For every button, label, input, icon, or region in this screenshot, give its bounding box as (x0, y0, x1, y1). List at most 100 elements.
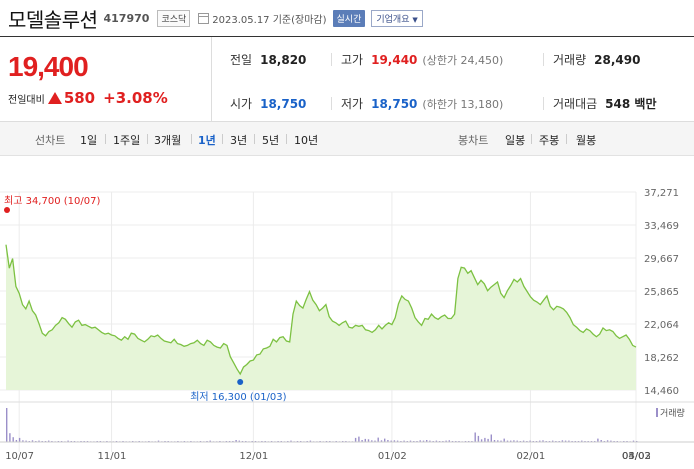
x-tick-label: 03/02 (622, 451, 651, 462)
volume-bar (422, 440, 425, 442)
volume-bar (309, 440, 312, 442)
volume-bar (552, 440, 554, 442)
volume-bar (503, 438, 505, 442)
volume-bar (67, 440, 69, 442)
volume-bar (506, 440, 509, 442)
period-1w[interactable]: 1주일 (113, 134, 141, 147)
volume-bar (48, 440, 50, 442)
base-date: 2023.05.17 기준(장마감) (212, 14, 327, 26)
volume-bar (209, 440, 211, 442)
volume-bar (361, 440, 363, 442)
volume-bar (510, 440, 512, 442)
y-tick-label: 37,271 (644, 188, 679, 199)
realtime-button[interactable]: 실시간 (332, 9, 366, 27)
stock-name[interactable]: 모델솔루션 (8, 7, 98, 32)
company-info-button[interactable]: 기업개요 ▼ (371, 9, 423, 27)
x-tick-label: 04/03 (622, 451, 651, 462)
volume-bar (539, 440, 541, 442)
price-area-fill (6, 244, 636, 390)
volume-bar (364, 438, 366, 442)
divider (531, 134, 532, 144)
stock-header: 모델솔루션 417970 코스닥 2023.05.17 기준(장마감) 실시간 … (0, 0, 694, 36)
period-1d[interactable]: 1일 (80, 134, 98, 147)
volume-bar (487, 438, 489, 442)
stat-label: 고가 (341, 53, 364, 67)
low-annotation: 최저 16,300 (01/03) (190, 391, 286, 403)
volume-bar (500, 440, 502, 442)
upper-limit: (상한가 24,450) (422, 54, 504, 67)
volume-bar (25, 440, 27, 442)
period-5y[interactable]: 5년 (262, 134, 280, 147)
price-chart-svg: 37,271 33,469 29,667 25,865 22,064 18,262 14,4… (0, 188, 694, 462)
current-price-box: 19,400 전일대비 580 +3.08% (0, 37, 212, 123)
divider (566, 134, 567, 144)
price-line (5, 244, 637, 376)
stat-label: 거래대금 (553, 97, 598, 111)
stat-label: 거래량 (553, 53, 587, 67)
volume-bar (235, 440, 237, 442)
volume-legend-swatch (656, 408, 658, 417)
candle-daily[interactable]: 일봉 (505, 134, 526, 147)
period-3m[interactable]: 3개월 (154, 134, 182, 147)
volume-bar (377, 437, 379, 442)
price-panel: 19,400 전일대비 580 +3.08% 전일 18,820 고가 19,4… (0, 36, 694, 123)
stat-prev-close: 전일 18,820 (230, 51, 306, 68)
volume-bar (490, 434, 492, 442)
volume-bar (238, 440, 240, 442)
divider (286, 134, 287, 144)
stat-value: 18,820 (260, 53, 307, 67)
volume-bar (6, 408, 8, 442)
stat-high: 고가 19,440 (상한가 24,450) (341, 51, 503, 68)
volume-bar (419, 440, 421, 442)
period-3y[interactable]: 3년 (230, 134, 248, 147)
volume-bar (610, 440, 612, 442)
volume-bar (371, 440, 373, 442)
volume-bar (22, 440, 24, 442)
stat-value: 19,440 (371, 53, 418, 67)
volume-bar (529, 440, 531, 442)
volume-bar (15, 440, 18, 442)
lower-limit: (하한가 13,180) (422, 98, 504, 111)
high-marker (4, 207, 10, 213)
up-triangle-icon (47, 92, 62, 104)
price-chart[interactable]: 37,271 33,469 29,667 25,865 22,064 18,262 14,4… (0, 180, 694, 469)
period-selector-bar: 선차트 1일 1주일 3개월 1년 3년 5년 10년 봉차트 일봉 주봉 월봉 (0, 122, 694, 156)
candle-monthly[interactable]: 월봉 (576, 134, 597, 147)
period-10y[interactable]: 10년 (294, 134, 319, 147)
x-tick-label: 02/01 (516, 451, 545, 462)
volume-bar (445, 440, 447, 442)
divider (331, 97, 332, 110)
divider (331, 53, 332, 66)
volume-bar (367, 439, 370, 442)
y-tick-label: 29,667 (644, 254, 679, 265)
volume-bar (403, 440, 405, 442)
divider (191, 134, 192, 144)
divider (254, 134, 255, 144)
volume-bar (358, 436, 360, 442)
volume-bar (581, 440, 583, 442)
y-tick-label: 33,469 (644, 221, 679, 232)
divider (222, 134, 223, 144)
market-badge: 코스닥 (157, 9, 191, 27)
volume-bar (597, 438, 599, 442)
volume-bar (522, 440, 525, 442)
current-price: 19,400 (8, 51, 89, 82)
divider (543, 53, 544, 66)
change-percent: +3.08% (103, 89, 168, 107)
caret-down-icon: ▼ (412, 15, 418, 24)
stat-value: 548 백만 (605, 97, 657, 111)
x-tick-label: 12/01 (239, 451, 268, 462)
period-1y[interactable]: 1년 (198, 134, 216, 147)
stat-label: 저가 (341, 97, 364, 111)
stat-volume: 거래량 28,490 (553, 51, 640, 68)
y-tick-label: 14,460 (644, 386, 679, 397)
candle-weekly[interactable]: 주봉 (539, 134, 560, 147)
volume-bar (474, 432, 476, 442)
volume-bar (384, 438, 386, 442)
line-chart-label: 선차트 (35, 134, 66, 147)
change-label: 전일대비 (8, 94, 45, 106)
volume-bar (387, 440, 389, 442)
volume-bar (429, 440, 431, 442)
y-tick-label: 18,262 (644, 353, 679, 364)
